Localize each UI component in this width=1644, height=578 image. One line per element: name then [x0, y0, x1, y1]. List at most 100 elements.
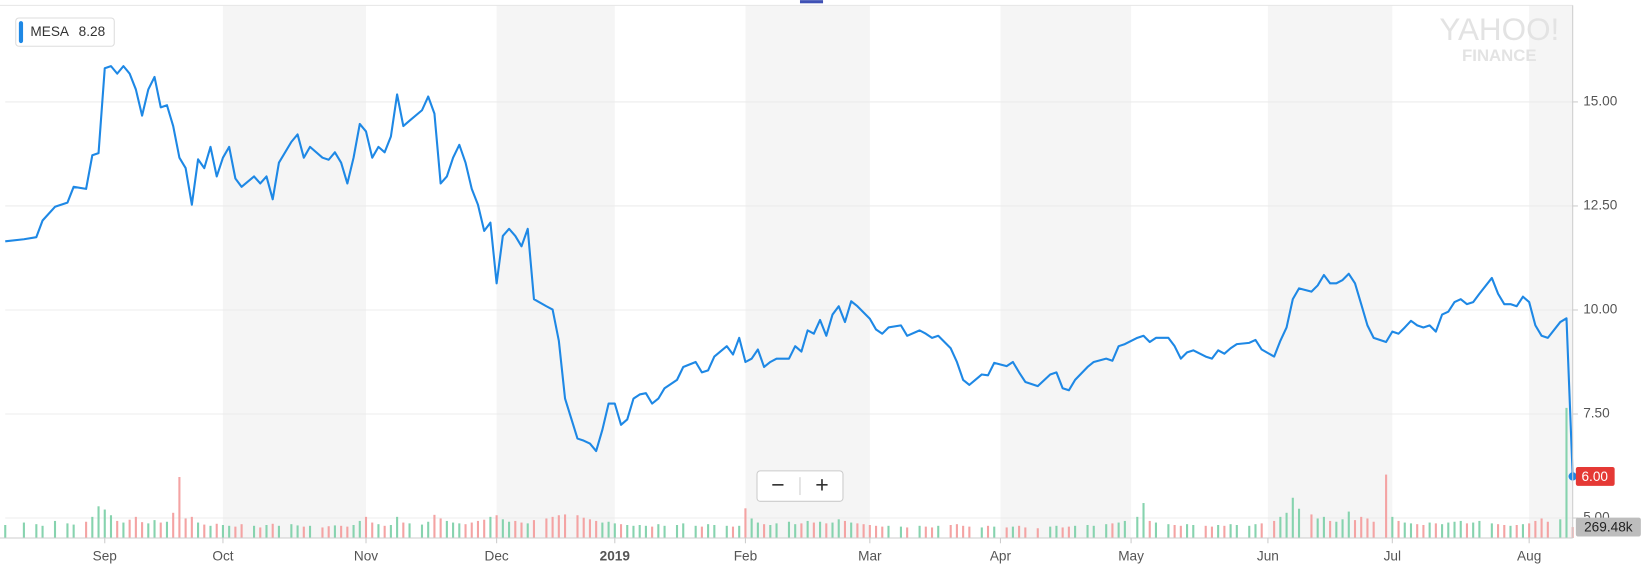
- month-band: [1000, 5, 1132, 539]
- volume-bar: [545, 518, 548, 539]
- volume-bar: [4, 524, 7, 539]
- volume-bar: [1229, 524, 1232, 539]
- volume-bar: [744, 508, 747, 539]
- volume-bar: [868, 524, 871, 539]
- zoom-out-button[interactable]: −: [771, 472, 784, 498]
- volume-bar: [1123, 520, 1126, 539]
- volume-bar: [588, 519, 591, 539]
- volume-bar: [396, 516, 399, 539]
- y-tick-label: 12.50: [1583, 198, 1618, 213]
- volume-bar: [252, 525, 256, 539]
- volume-bar: [427, 521, 430, 539]
- volume-bar: [619, 524, 623, 539]
- volume-bar: [377, 524, 380, 539]
- volume-bar: [682, 523, 685, 539]
- legend: MESA 8.28: [15, 17, 115, 47]
- volume-bar: [1534, 520, 1537, 539]
- volume-bar: [296, 525, 299, 539]
- volume-bar: [371, 522, 374, 539]
- volume-bar: [271, 523, 274, 539]
- volume-bar: [508, 521, 511, 539]
- volume-bar: [1422, 524, 1425, 539]
- month-band: [496, 5, 615, 539]
- volume-bar: [532, 520, 535, 539]
- volume-bar: [66, 523, 69, 539]
- volume-bar: [1074, 525, 1077, 539]
- volume-bar: [1273, 520, 1276, 539]
- volume-bar: [850, 522, 853, 539]
- volume-bar: [700, 526, 703, 539]
- volume-bar: [1279, 516, 1282, 539]
- volume-bar: [1297, 508, 1301, 539]
- volume-bar: [800, 523, 803, 539]
- volume-bar: [1546, 521, 1549, 539]
- zoom-in-button[interactable]: +: [815, 472, 828, 498]
- volume-bar: [1322, 516, 1325, 539]
- volume-bar: [1565, 407, 1568, 539]
- volume-bar: [750, 518, 753, 539]
- volume-bar: [1416, 524, 1419, 539]
- volume-bar: [1260, 523, 1263, 539]
- volume-bar: [564, 514, 567, 539]
- volume-bar: [520, 522, 523, 539]
- volume-bar: [1353, 520, 1357, 539]
- volume-bar: [875, 525, 878, 539]
- volume-bar: [1173, 524, 1176, 539]
- volume-bar: [53, 520, 57, 539]
- volume-bar: [228, 525, 231, 539]
- volume-bar: [1391, 516, 1394, 539]
- month-band: [1267, 5, 1393, 539]
- zoom-controls: − +: [756, 470, 844, 502]
- volume-bar: [638, 524, 641, 539]
- volume-bar: [1465, 523, 1469, 539]
- volume-bar: [1490, 523, 1493, 539]
- volume-bar: [831, 522, 834, 539]
- x-tick-label: May: [1118, 548, 1144, 563]
- volume-bar: [1372, 521, 1375, 539]
- volume-bar: [358, 520, 361, 539]
- volume-bar: [1217, 524, 1220, 539]
- legend-box: [15, 17, 115, 47]
- volume-bar: [924, 526, 927, 539]
- volume-bar: [1521, 524, 1524, 539]
- volume-bar: [763, 524, 766, 539]
- volume-bar: [707, 524, 710, 539]
- volume-bar: [203, 524, 206, 539]
- volume-bar: [626, 524, 629, 539]
- volume-bar: [109, 515, 113, 539]
- volume-bar: [1148, 520, 1151, 539]
- volume-bar: [1192, 524, 1195, 539]
- volume-bar: [1248, 525, 1251, 539]
- volume-bar: [551, 516, 554, 539]
- volume-bar: [632, 525, 635, 539]
- volume-bar: [738, 525, 741, 539]
- volume-bar: [955, 524, 958, 539]
- volume-bar: [1360, 516, 1363, 539]
- volume-bar: [557, 515, 560, 539]
- x-tick-label: Apr: [990, 548, 1012, 563]
- x-tick-label: 2019: [600, 548, 631, 563]
- volume-bar: [1005, 527, 1008, 539]
- x-tick-label: Jun: [1257, 548, 1279, 563]
- volume-bar: [1204, 525, 1207, 539]
- volume-bar: [576, 515, 579, 539]
- volume-bar: [1447, 522, 1450, 539]
- volume-bar: [1117, 522, 1120, 539]
- volume-bar: [346, 526, 349, 539]
- volume-bar: [1559, 519, 1562, 539]
- volume-bar: [240, 524, 243, 539]
- volume-bar: [1049, 526, 1052, 539]
- volume-bar: [1347, 511, 1350, 539]
- volume-bar: [1497, 524, 1500, 539]
- volume-bar: [22, 522, 25, 539]
- volume-bar: [582, 517, 585, 539]
- volume-bar: [1024, 527, 1027, 539]
- volume-bar: [887, 525, 890, 539]
- volume-bar: [1011, 526, 1014, 539]
- volume-bar: [184, 518, 187, 539]
- volume-bar: [290, 524, 293, 539]
- volume-bar: [333, 525, 336, 539]
- volume-bar: [389, 524, 392, 539]
- y-tick-label: 7.50: [1583, 406, 1610, 421]
- volume-bar: [694, 525, 697, 539]
